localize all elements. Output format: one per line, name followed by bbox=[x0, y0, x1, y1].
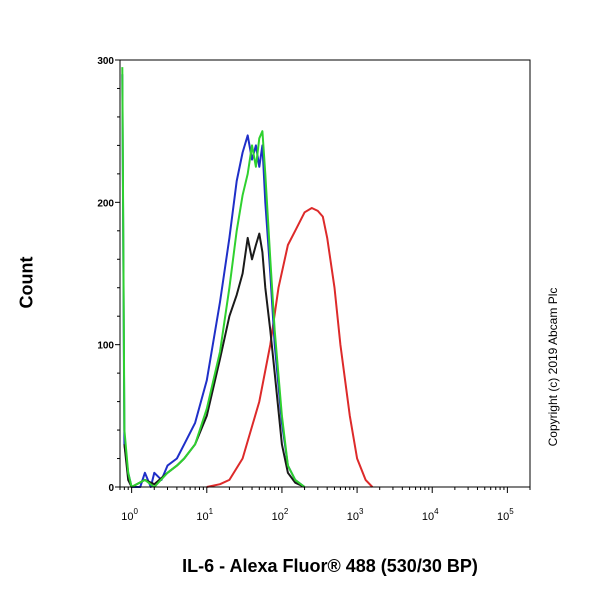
y-axis-title-wrap: Count bbox=[4, 240, 44, 330]
plot-frame bbox=[119, 59, 531, 488]
tick-layer: 0 100 200 300 100 101 102 103 104 105 bbox=[97, 56, 531, 523]
x-tick-label: 105 bbox=[497, 507, 514, 523]
y-tick-label: 300 bbox=[97, 56, 114, 67]
x-tick-label: 102 bbox=[272, 507, 289, 523]
series-line-2 bbox=[121, 74, 306, 488]
y-tick-label: 0 bbox=[108, 483, 114, 494]
x-tick-label: 100 bbox=[121, 507, 138, 523]
series-line-4 bbox=[121, 67, 306, 488]
copyright-notice: Copyright (c) 2019 Abcam Plc bbox=[546, 287, 560, 447]
y-axis-title: Count bbox=[16, 256, 37, 309]
y-tick-label: 200 bbox=[97, 198, 114, 209]
axes-layer bbox=[119, 59, 531, 488]
x-tick-label: 103 bbox=[347, 507, 364, 523]
series-layer bbox=[121, 67, 374, 488]
x-axis-title: IL-6 - Alexa Fluor® 488 (530/30 BP) bbox=[182, 556, 478, 576]
series-line-3 bbox=[123, 232, 306, 488]
series-line-1 bbox=[206, 207, 374, 488]
x-tick-label: 104 bbox=[422, 507, 439, 523]
y-tick-label: 100 bbox=[97, 341, 114, 352]
copyright-wrap: Copyright (c) 2019 Abcam Plc bbox=[540, 250, 566, 490]
x-tick-label: 101 bbox=[196, 507, 213, 523]
